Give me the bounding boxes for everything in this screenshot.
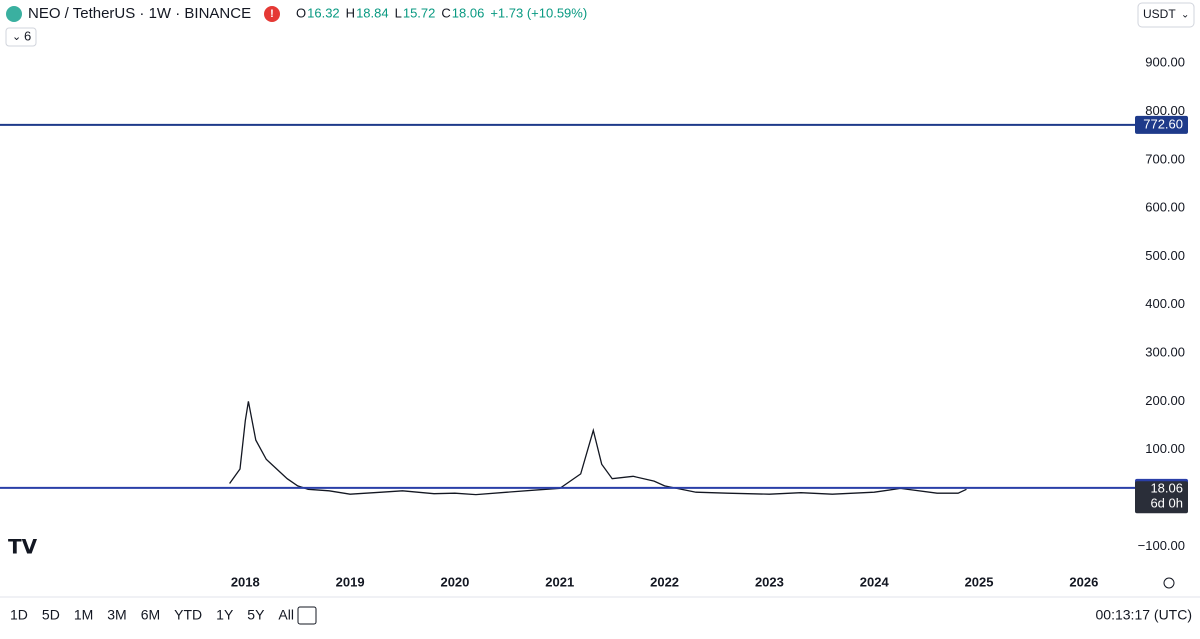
currency: USDT [1143,7,1176,21]
ohlc-key: L [395,5,402,20]
ohlc-value: 18.84 [356,5,389,20]
chevron: ⌄ [1181,10,1189,21]
range-button[interactable]: YTD [174,607,202,623]
last-price: 18.06 [1150,481,1183,496]
goto-date-icon[interactable] [297,606,317,625]
price-tag [1135,115,1188,134]
y-tick-label: 400.00 [1145,296,1185,311]
x-tick-label: 2021 [545,574,574,589]
alert-icon[interactable] [264,6,280,22]
ohlc-key: H [346,5,355,20]
y-tick-label: 500.00 [1145,248,1185,263]
range-button[interactable]: 5Y [247,607,265,623]
countdown: 6d 0h [1150,496,1183,511]
y-tick-label: 600.00 [1145,200,1185,215]
ohlc-key: C [441,5,450,20]
range-button[interactable]: 6M [141,607,160,623]
x-tick-label: 2026 [1069,574,1098,589]
currency-select[interactable] [1137,2,1195,28]
settings-icon[interactable] [1163,577,1175,589]
range-button[interactable]: All [278,607,294,623]
chevron: ⌄ [12,31,21,43]
x-tick-label: 2022 [650,574,679,589]
price-line [229,401,967,496]
clock: 00:13:17 (UTC) [1096,607,1192,623]
indicators-count: 6 [24,28,31,43]
x-tick-label: 2024 [860,574,890,589]
price-tag-label: 772.60 [1143,116,1183,131]
y-tick-label: 900.00 [1145,55,1185,70]
ohlc-value: 18.06 [452,5,485,20]
ohlc-key: O [296,5,306,20]
y-tick-label: 300.00 [1145,345,1185,360]
alert-mark: ! [270,8,274,20]
range-button[interactable]: 5D [42,607,60,623]
x-tick-label: 2025 [965,574,994,589]
y-tick-label: 800.00 [1145,103,1185,118]
symbol-logo [6,6,22,22]
x-tick-label: 2020 [440,574,469,589]
y-tick-label: 700.00 [1145,151,1185,166]
symbol-title: NEO / TetherUS · 1W · BINANCE [28,5,251,22]
range-button[interactable]: 1D [10,607,28,623]
y-tick-label: −100.00 [1138,538,1185,553]
ohlc-value: 16.32 [307,5,340,20]
x-tick-label: 2018 [231,574,260,589]
last-price-tag [1135,481,1188,514]
x-tick-label: 2023 [755,574,784,589]
range-button[interactable]: 3M [107,607,126,623]
range-button[interactable]: 1Y [216,607,234,623]
indicators-toggle[interactable] [5,27,37,47]
y-tick-label: 200.00 [1145,393,1185,408]
range-button[interactable]: 1M [74,607,93,623]
ohlc-value: 15.72 [403,5,436,20]
tv-logo: 𝗧𝗩 [8,536,38,558]
y-tick-label: 100.00 [1145,441,1185,456]
change: +1.73 (+10.59%) [490,5,587,20]
x-tick-label: 2019 [336,574,365,589]
